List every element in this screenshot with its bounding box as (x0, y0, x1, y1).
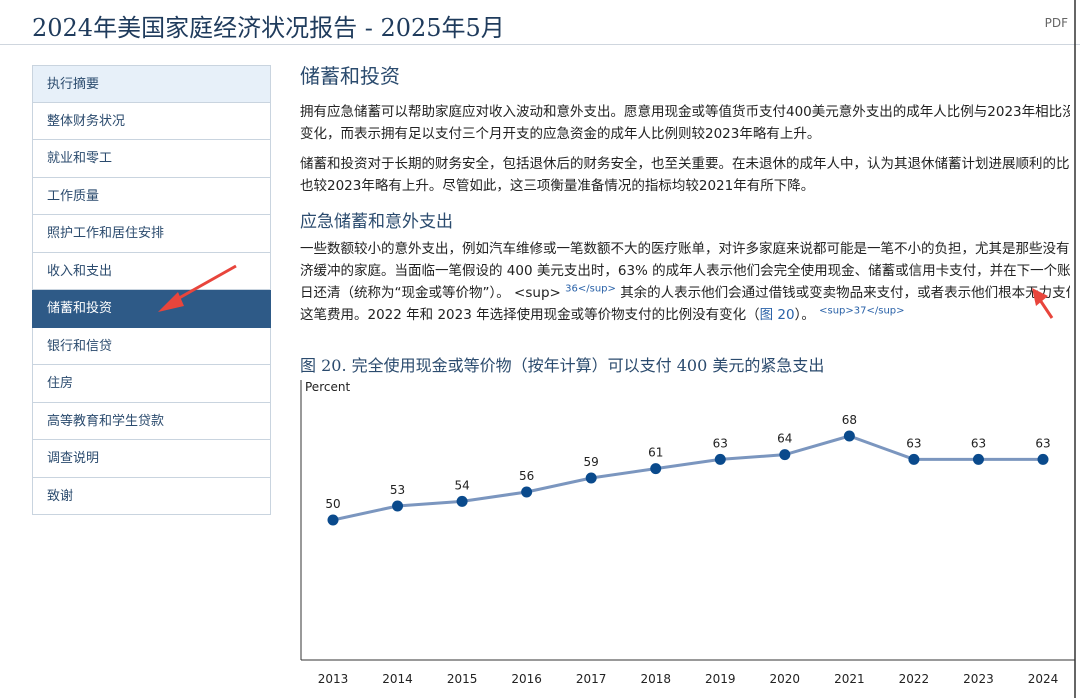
nav-item[interactable]: 就业和零工 (32, 140, 271, 178)
data-label: 63 (1035, 436, 1050, 450)
x-tick-label: 2023 (963, 672, 994, 686)
nav-item[interactable]: 收入和支出 (32, 252, 271, 290)
x-tick-label: 2019 (705, 672, 736, 686)
nav-item[interactable]: 致谢 (32, 477, 271, 515)
text: <sup> (514, 285, 561, 301)
header: 2024年美国家庭经济状况报告 - 2025年5月 PDF (0, 0, 1080, 45)
data-label: 53 (390, 483, 405, 497)
page-title: 2024年美国家庭经济状况报告 - 2025年5月 (32, 14, 505, 42)
subsection-title: 应急储蓄和意外支出 (300, 212, 453, 232)
nav-item[interactable]: 工作质量 (32, 177, 271, 215)
point (714, 453, 726, 465)
text: 其余的人表示他们会通过借钱或变卖物品来支付，或者表示他们根本无力支付这笔费用。2… (300, 285, 1070, 323)
data-label: 63 (713, 436, 728, 450)
data-label: 50 (325, 497, 340, 511)
data-label: 64 (777, 432, 792, 446)
point (972, 453, 984, 465)
content: 储蓄和投资 拥有应急储蓄可以帮助家庭应对收入波动和意外支出。愿意用现金或等值货币… (300, 56, 1070, 696)
x-tick-label: 2022 (899, 672, 930, 686)
x-tick-label: 2017 (576, 672, 607, 686)
data-label: 56 (519, 469, 534, 483)
chart: Percent 2013 2014 2015 2016 2017 2018 2019 2020 2… (300, 380, 1075, 686)
x-tick-label: 2014 (382, 672, 413, 686)
data-label: 63 (906, 436, 921, 450)
figure-link[interactable]: 图 20 (759, 307, 795, 323)
nav-item-active[interactable]: 储蓄和投资 (32, 290, 271, 328)
text: 一些数额较小的意外支出，例如汽车维修或一笔数额不大的医疗账单，对许多家庭来说都可… (300, 241, 1070, 301)
paragraph: 一些数额较小的意外支出，例如汽车维修或一笔数额不大的医疗账单，对许多家庭来说都可… (300, 238, 1070, 326)
figure-title: 图 20. 完全使用现金或等价物（按年计算）可以支付 400 美元的紧急支出 (300, 356, 825, 375)
data-label: 59 (584, 455, 599, 469)
nav-item[interactable]: 执行摘要 (32, 65, 271, 103)
nav-item[interactable]: 整体财务状况 (32, 102, 271, 140)
x-tick-label: 2020 (770, 672, 801, 686)
point (779, 449, 791, 461)
point (1037, 453, 1049, 465)
text: ）。 (794, 307, 815, 323)
point (843, 430, 855, 442)
nav-item[interactable]: 照护工作和居住安排 (32, 215, 271, 253)
data-label: 61 (648, 446, 663, 460)
point (392, 500, 404, 512)
paragraph: 拥有应急储蓄可以帮助家庭应对收入波动和意外支出。愿意用现金或等值货币支付400美… (300, 104, 1070, 142)
x-tick-label: 2013 (318, 672, 349, 686)
data-label: 63 (971, 436, 986, 450)
y-axis-label: Percent (305, 380, 350, 394)
x-tick-label: 2016 (511, 672, 542, 686)
footnote[interactable]: <sup>37</sup> (819, 305, 905, 317)
nav-item[interactable]: 银行和信贷 (32, 327, 271, 365)
nav-item[interactable]: 高等教育和学生贷款 (32, 402, 271, 440)
point (650, 463, 662, 475)
point (327, 514, 339, 526)
x-tick-label: 2018 (640, 672, 671, 686)
point (456, 495, 468, 507)
sidebar: 执行摘要 整体财务状况 就业和零工 工作质量 照护工作和居住安排 收入和支出 储… (32, 65, 271, 515)
footnote[interactable]: 36</sup> (565, 283, 616, 295)
pdf-button[interactable]: PDF (1044, 16, 1068, 30)
point (908, 453, 920, 465)
line (332, 434, 1043, 522)
x-tick-label: 2024 (1028, 672, 1059, 686)
section-title: 储蓄和投资 (300, 64, 400, 88)
point (585, 472, 597, 484)
data-label: 68 (842, 413, 857, 427)
x-tick-label: 2015 (447, 672, 478, 686)
paragraph: 储蓄和投资对于长期的财务安全，包括退休后的财务安全，也至关重要。在未退休的成年人… (300, 156, 1070, 194)
nav-item[interactable]: 住房 (32, 365, 271, 403)
x-tick-label: 2021 (834, 672, 865, 686)
point (521, 486, 533, 498)
data-label: 54 (454, 478, 469, 492)
nav-item[interactable]: 调查说明 (32, 440, 271, 478)
